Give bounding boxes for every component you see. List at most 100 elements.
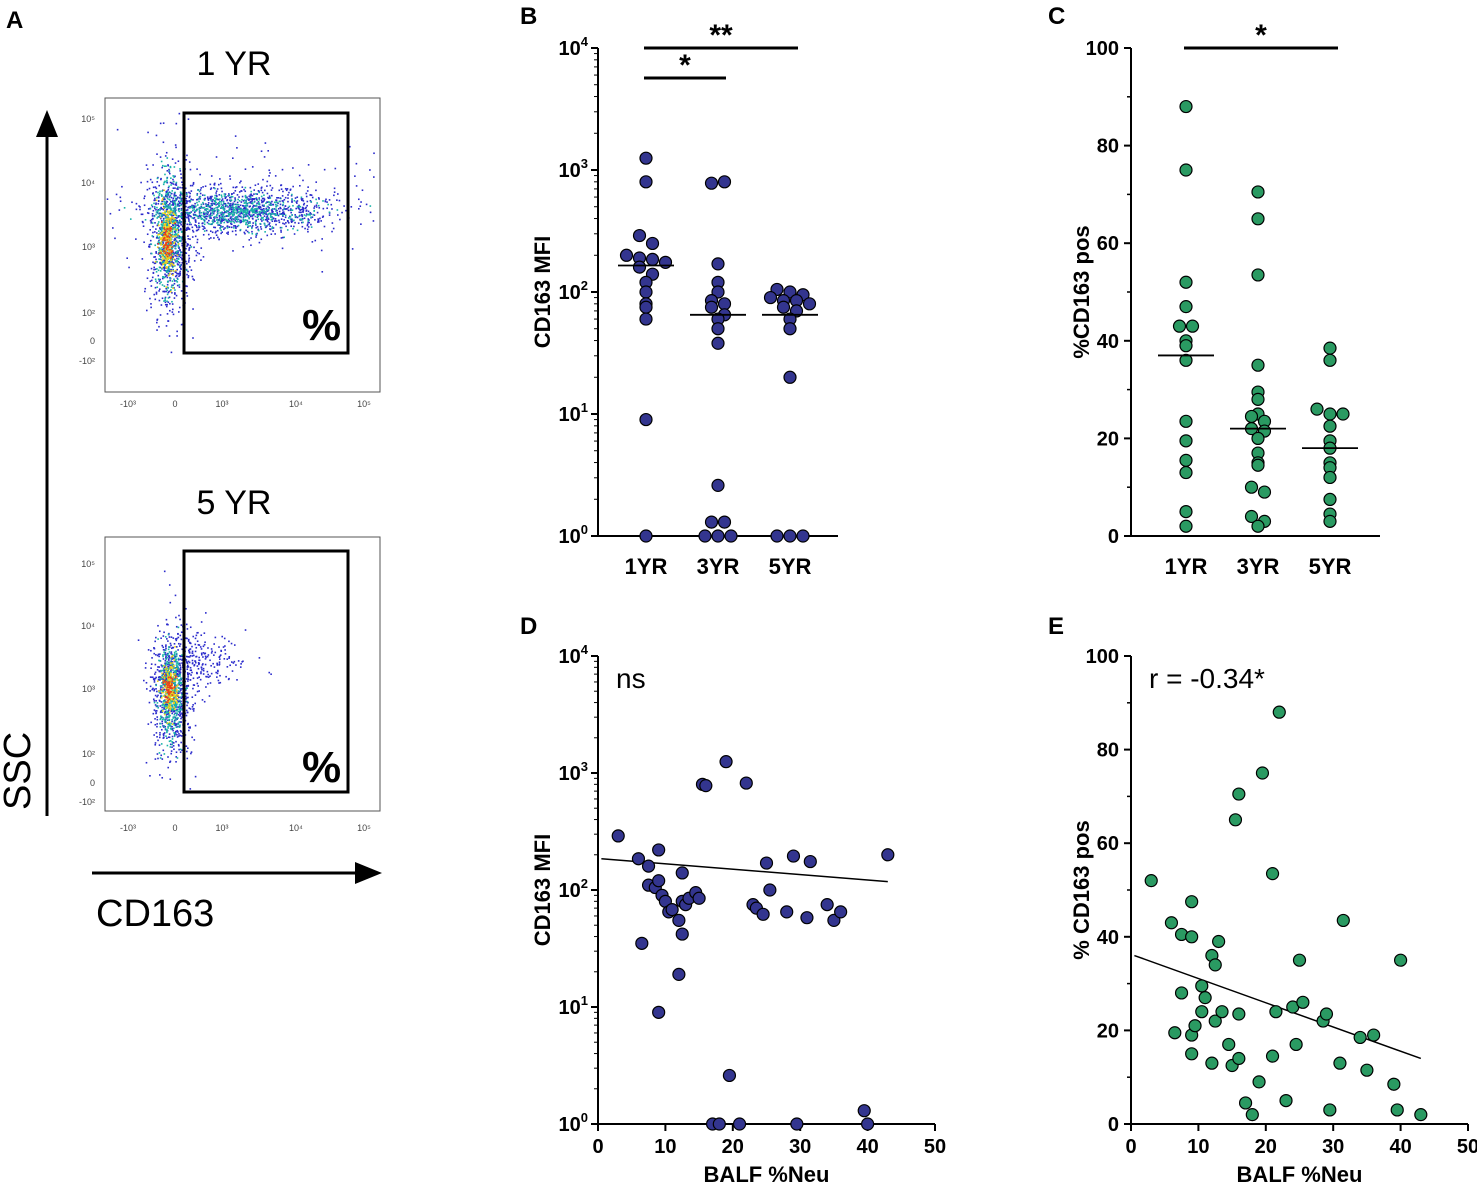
density-dot xyxy=(192,308,194,310)
density-dot xyxy=(193,211,196,214)
density-dot xyxy=(266,217,268,219)
density-dot xyxy=(307,164,310,166)
density-dot xyxy=(291,209,294,211)
density-dot xyxy=(164,275,167,278)
density-dot xyxy=(171,262,173,264)
density-dot xyxy=(206,208,209,210)
density-dot xyxy=(191,229,194,232)
density-dot xyxy=(167,246,169,249)
density-dot xyxy=(168,185,170,188)
density-dot xyxy=(238,208,241,211)
density-dot xyxy=(157,230,160,232)
density-dot xyxy=(177,196,179,199)
density-dot xyxy=(209,215,211,217)
density-dot xyxy=(144,218,147,221)
density-dot xyxy=(281,247,284,250)
density-dot xyxy=(177,713,180,716)
density-dot xyxy=(165,200,168,203)
density-dot xyxy=(168,636,171,638)
density-dot xyxy=(162,726,165,728)
density-dot xyxy=(260,238,263,241)
density-dot xyxy=(179,699,181,702)
density-dot xyxy=(306,204,308,207)
density-dot xyxy=(179,690,181,693)
density-dot xyxy=(245,229,247,232)
density-dot xyxy=(232,218,235,220)
density-dot xyxy=(173,689,176,692)
data-point xyxy=(763,290,778,305)
density-dot xyxy=(173,287,175,289)
density-dot xyxy=(192,677,195,680)
density-dot xyxy=(268,195,271,197)
density-dot xyxy=(160,160,163,163)
density-dot xyxy=(221,220,223,223)
density-dot xyxy=(187,676,189,678)
density-dot xyxy=(207,199,210,201)
density-dot xyxy=(283,223,286,225)
y-axis-title: CD163 MFI xyxy=(530,834,555,946)
density-dot xyxy=(213,643,215,645)
density-dot xyxy=(243,219,245,222)
data-point xyxy=(1251,185,1265,199)
density-dot xyxy=(176,261,179,263)
density-dot xyxy=(267,220,269,223)
density-dot xyxy=(163,228,166,231)
density-dot xyxy=(269,197,272,199)
density-dot xyxy=(157,223,159,225)
density-dot xyxy=(164,206,166,209)
density-dot xyxy=(169,743,172,746)
density-dot xyxy=(161,676,164,679)
density-dot xyxy=(210,207,212,210)
density-dot xyxy=(163,266,166,268)
density-dot xyxy=(165,233,168,236)
density-dot xyxy=(159,757,162,759)
density-dot xyxy=(206,670,209,673)
density-dot xyxy=(170,242,173,245)
x-axis-title: BALF %Neu xyxy=(1237,1162,1363,1186)
density-dot xyxy=(207,198,210,200)
density-dot xyxy=(267,196,269,199)
density-dot xyxy=(167,694,170,697)
density-dot xyxy=(167,662,169,665)
density-dot xyxy=(180,197,183,200)
density-dot xyxy=(239,204,242,207)
density-dot xyxy=(334,167,337,170)
density-dot xyxy=(201,668,203,671)
density-dot xyxy=(153,268,155,271)
density-dot xyxy=(365,203,368,206)
density-dot xyxy=(218,664,221,666)
density-dot xyxy=(319,217,321,220)
density-dot xyxy=(224,645,226,647)
density-dot xyxy=(171,646,174,649)
density-dot xyxy=(237,218,240,221)
density-dot xyxy=(233,208,236,211)
density-dot xyxy=(228,193,230,195)
density-dot xyxy=(309,199,312,202)
density-dot xyxy=(250,215,252,217)
density-dot xyxy=(240,212,243,215)
density-dot xyxy=(165,247,168,249)
data-point xyxy=(1179,353,1193,367)
density-dot xyxy=(210,197,212,199)
density-dot xyxy=(189,184,192,187)
density-dot xyxy=(254,210,256,212)
density-dot xyxy=(233,660,236,663)
density-dot xyxy=(336,209,339,211)
density-dot xyxy=(170,675,172,677)
density-dot xyxy=(229,206,231,209)
density-dot xyxy=(166,716,168,719)
density-dot xyxy=(191,204,193,207)
density-dot xyxy=(269,225,271,227)
density-dot xyxy=(170,225,173,228)
density-dot xyxy=(175,625,178,628)
density-dot xyxy=(160,229,163,231)
density-dot xyxy=(168,709,170,712)
density-dot xyxy=(249,194,252,196)
density-dot xyxy=(236,194,239,196)
density-dot xyxy=(193,246,195,249)
density-dot xyxy=(215,203,217,206)
density-dot xyxy=(155,684,157,687)
density-dot xyxy=(174,235,177,238)
density-dot xyxy=(249,209,252,212)
density-dot xyxy=(198,200,200,203)
